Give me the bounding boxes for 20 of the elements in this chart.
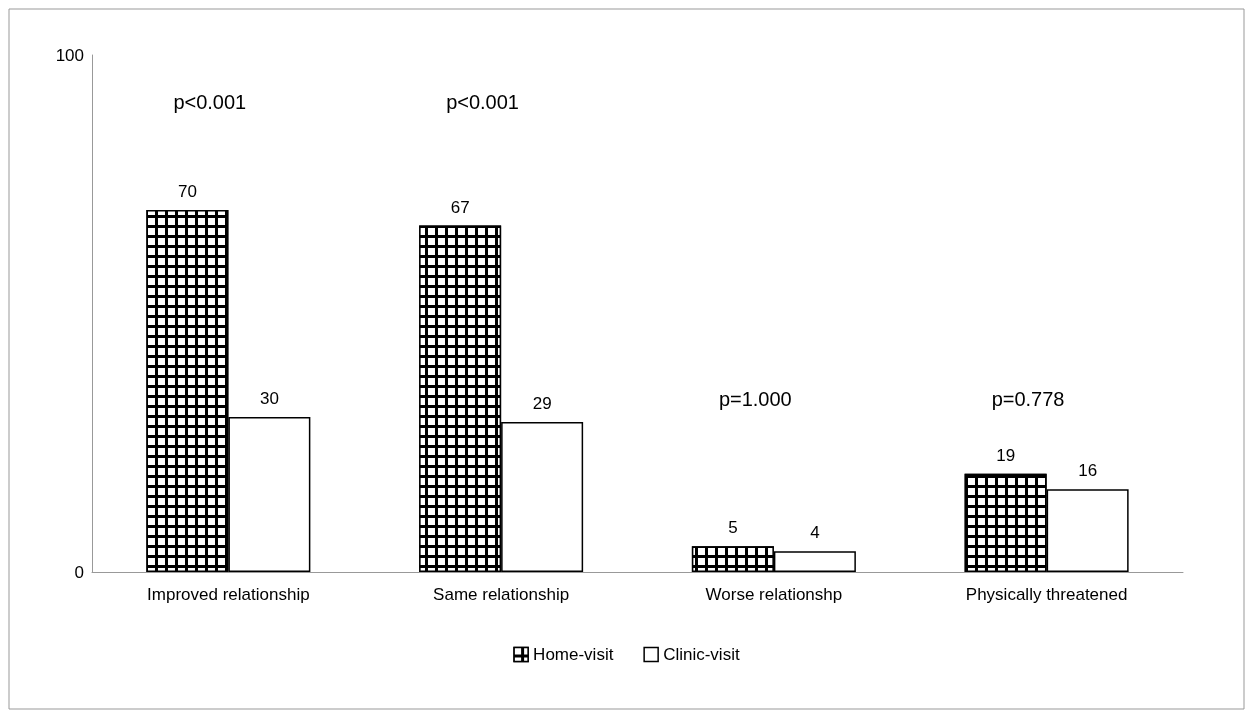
data-label: 4	[810, 523, 820, 543]
data-label: 5	[728, 518, 738, 538]
x-tick-label: Same relationship	[433, 585, 570, 604]
data-label: 67	[450, 197, 470, 217]
annotation: p<0.001	[173, 91, 247, 114]
annotation: p=1.000	[718, 388, 792, 411]
x-tick-label: Worse relationshp	[705, 585, 843, 604]
y-tick-label: 0	[74, 562, 84, 582]
data-label: 70	[177, 182, 197, 202]
data-label: 16	[1078, 461, 1098, 481]
data-label: 30	[259, 388, 279, 408]
legend-label: Home-visit	[533, 645, 614, 664]
annotation: p=0.778	[991, 388, 1065, 411]
annotation: p<0.001	[446, 91, 519, 114]
y-tick-label: 100	[55, 45, 84, 65]
x-tick-label: Physically threatened	[965, 585, 1128, 604]
data-label: 29	[532, 394, 552, 414]
x-tick-label: Improved relationship	[147, 585, 310, 604]
data-label: 19	[996, 445, 1016, 465]
legend-label: Clinic-visit	[663, 645, 740, 664]
